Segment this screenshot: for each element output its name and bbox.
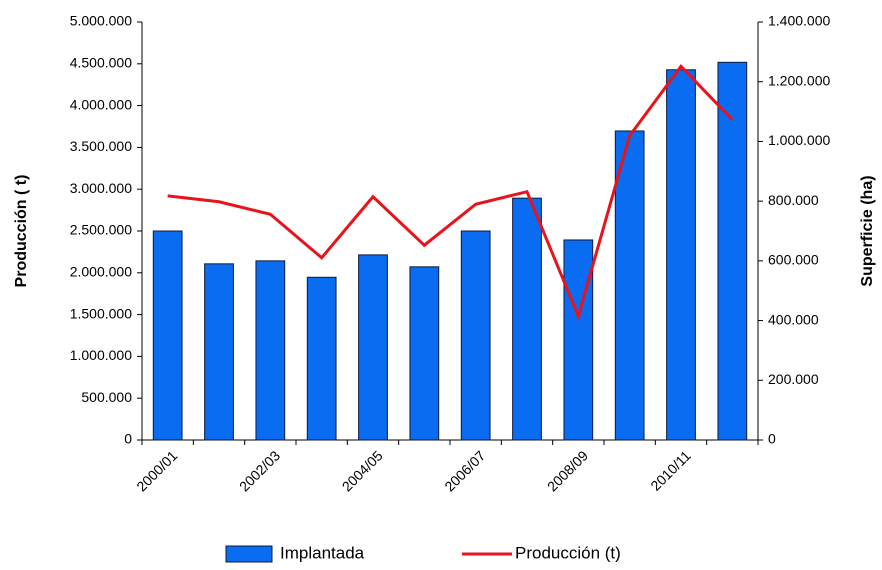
- bar: [614, 130, 645, 441]
- bar: [255, 260, 286, 441]
- legend-label: Implantada: [280, 543, 365, 562]
- y-tick-label: 2.500.000: [70, 222, 132, 238]
- x-tick-label: 2008/09: [544, 447, 591, 494]
- line: [167, 63, 734, 321]
- x-tick-label: 2010/11: [647, 447, 694, 494]
- y-axis-label: Producción ( t): [13, 175, 30, 288]
- bar: [512, 197, 542, 441]
- y2-tick-label: 1.200.000: [768, 72, 830, 88]
- y2-tick-label: 800.000: [768, 192, 819, 208]
- y-tick-label: 2.000.000: [70, 264, 132, 280]
- y-tick-label: 1.500.000: [70, 305, 132, 321]
- y-tick-label: 3.500.000: [70, 138, 132, 154]
- y2-tick-label: 400.000: [768, 311, 819, 327]
- y2-tick-label: 1.400.000: [768, 13, 830, 29]
- bar: [306, 276, 337, 441]
- y-tick-label: 4.500.000: [70, 55, 132, 71]
- y-tick-label: 4.000.000: [70, 96, 132, 112]
- x-tick-label: 2002/03: [236, 447, 283, 494]
- bar: [460, 230, 491, 441]
- y-tick-label: 500.000: [81, 389, 132, 405]
- y-tick-label: 1.000.000: [70, 347, 132, 363]
- bar: [563, 239, 594, 441]
- y-tick-label: 5.000.000: [70, 13, 132, 29]
- y2-tick-label: 0: [768, 431, 776, 447]
- y-tick-label: 0: [124, 431, 132, 447]
- bar: [717, 61, 748, 441]
- bar: [358, 254, 388, 441]
- y2-axis-label: Superficie (ha): [859, 175, 876, 286]
- x-tick-label: 2004/05: [339, 447, 386, 494]
- y-tick-label: 3.000.000: [70, 180, 132, 196]
- y2-tick-label: 200.000: [768, 371, 819, 387]
- y2-tick-label: 600.000: [768, 252, 819, 268]
- bar: [152, 230, 183, 441]
- y2-tick-label: 1.000.000: [768, 132, 830, 148]
- legend-swatch: [225, 545, 273, 563]
- bar: [204, 263, 234, 441]
- x-tick-label: 2006/07: [441, 447, 488, 494]
- bar: [666, 69, 696, 441]
- legend-label: Producción (t): [515, 543, 621, 562]
- bar: [409, 266, 440, 441]
- x-tick-label: 2000/01: [133, 447, 180, 494]
